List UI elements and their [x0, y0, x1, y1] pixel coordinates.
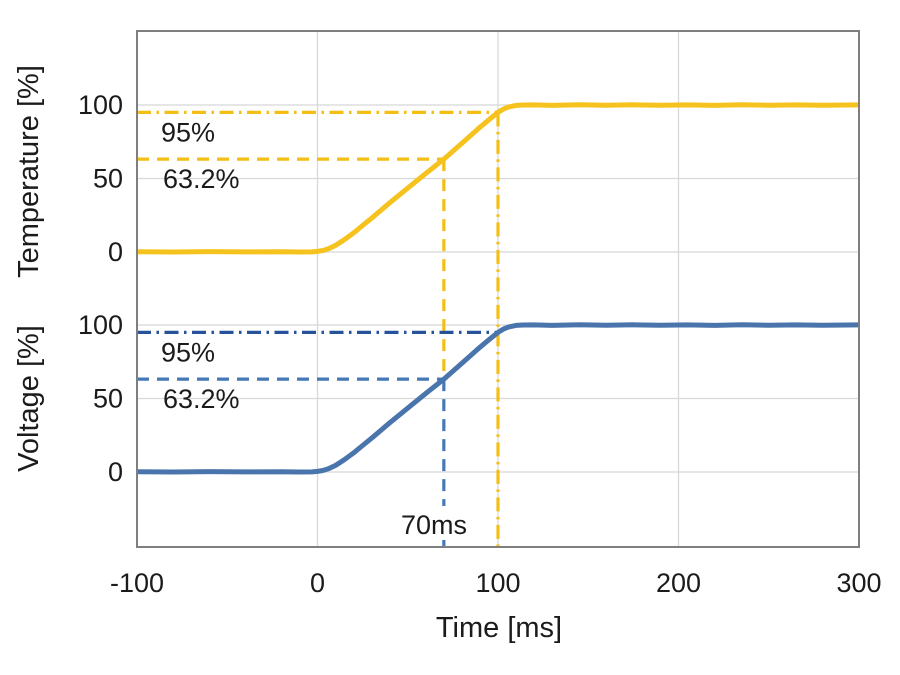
y-tick-label: 50: [93, 164, 123, 194]
y-axis-title-temperature: Temperature [%]: [13, 65, 45, 278]
temperature-95-percent-label: 95%: [161, 117, 215, 147]
x-tick-label: 0: [310, 568, 325, 598]
plot-frame: [136, 30, 860, 548]
x-axis-title: Time [ms]: [436, 612, 562, 644]
series-temperature-curve: [136, 102, 860, 255]
text-layer: -100 0 100 200 300 Time [ms] 100 50 0 Temperature…: [13, 65, 882, 644]
70ms-time-label: 70ms: [401, 510, 467, 540]
x-tick-label: -100: [110, 568, 164, 598]
voltage-63-percent-label: 63.2%: [163, 384, 240, 414]
annotation-layer: [137, 110, 500, 547]
x-tick-label: 300: [836, 568, 881, 598]
x-tick-label: 100: [475, 568, 520, 598]
series-voltage-curve: [136, 322, 860, 475]
x-tick-label: 200: [656, 568, 701, 598]
y-tick-label: 50: [93, 384, 123, 414]
70ms-label-backing: [396, 506, 472, 540]
y-tick-label: 100: [78, 90, 123, 120]
y-tick-label: 100: [78, 310, 123, 340]
temperature-63-percent-label: 63.2%: [163, 164, 240, 194]
y-tick-label: 0: [108, 237, 123, 267]
y-tick-label: 0: [108, 457, 123, 487]
voltage-95-percent-label: 95%: [161, 337, 215, 367]
y-axis-title-voltage: Voltage [%]: [13, 325, 45, 472]
